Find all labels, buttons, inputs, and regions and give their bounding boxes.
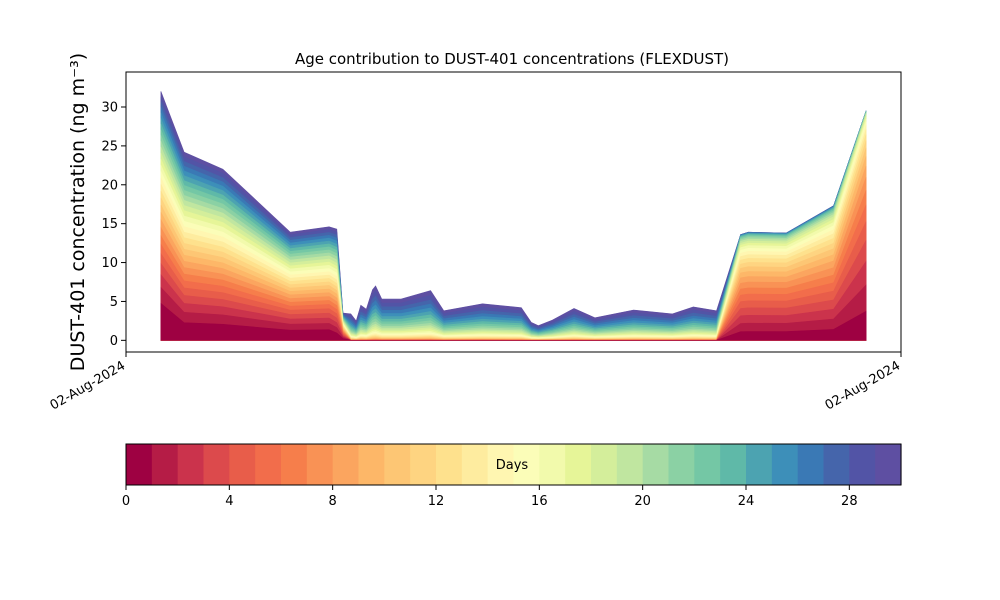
colorbar-cell	[384, 444, 411, 485]
colorbar-tick-label: 16	[531, 494, 548, 509]
plot-frame	[125, 71, 902, 353]
colorbar-cell	[591, 444, 618, 485]
area-layers	[160, 91, 867, 341]
colorbar-cell	[436, 444, 463, 485]
colorbar-cell	[461, 444, 489, 485]
colorbar-cell	[513, 444, 540, 485]
colorbar-cell	[255, 444, 282, 485]
colorbar-tick-label: 12	[428, 494, 445, 509]
chart-title: Age contribution to DUST-401 concentrati…	[295, 50, 729, 68]
colorbar-cell	[746, 444, 773, 485]
colorbar: Days 0 4 8 12 16 20 24 28	[122, 443, 902, 509]
colorbar-cell	[797, 444, 825, 485]
colorbar-cell	[875, 444, 902, 485]
colorbar-frame	[125, 443, 902, 486]
colorbar-cell	[306, 444, 334, 485]
colorbar-cell	[151, 444, 179, 485]
colorbar-cell	[126, 444, 153, 485]
colorbar-cell	[177, 444, 205, 485]
colorbar-tick-label: 20	[634, 494, 651, 509]
colorbar-cell	[229, 444, 256, 485]
y-tick-label: 15	[101, 217, 118, 232]
colorbar-cell	[203, 444, 230, 485]
colorbar-tick-label: 0	[122, 494, 130, 509]
colorbar-label: Days	[496, 458, 529, 473]
colorbar-tick-label: 24	[738, 494, 755, 509]
colorbar-cell	[616, 444, 644, 485]
colorbar-cell	[668, 444, 695, 485]
age-layer-day-0	[160, 302, 867, 341]
colorbar-cell	[410, 444, 437, 485]
colorbar-tick-label: 28	[841, 494, 858, 509]
y-tick-label: 10	[101, 256, 118, 271]
colorbar-cell	[771, 444, 799, 485]
colorbar-cell	[642, 444, 670, 485]
colorbar-cell	[487, 444, 515, 485]
age-layer-day-11	[160, 140, 867, 341]
colorbar-cell	[720, 444, 747, 485]
y-axis-label: DUST-401 concentration (ng m⁻³)	[67, 53, 89, 371]
y-tick-label: 5	[110, 295, 118, 310]
y-tick-label: 20	[101, 178, 118, 193]
colorbar-cell	[565, 444, 592, 485]
y-tick-label: 25	[101, 139, 118, 154]
colorbar-cell	[694, 444, 721, 485]
colorbar-cell	[539, 444, 566, 485]
y-axis-ticks: 0 5 10 15 20 25 30	[101, 101, 126, 349]
colorbar-cell	[281, 444, 308, 485]
colorbar-cell	[358, 444, 385, 485]
y-tick-label: 30	[101, 101, 118, 116]
colorbar-ticks: 0 4 8 12 16 20 24 28	[122, 485, 858, 509]
colorbar-cells	[126, 444, 902, 485]
y-tick-label: 0	[110, 334, 118, 349]
colorbar-cell	[849, 444, 876, 485]
colorbar-cell	[823, 444, 850, 485]
colorbar-cell	[332, 444, 360, 485]
colorbar-tick-label: 8	[329, 494, 337, 509]
colorbar-tick-label: 4	[225, 494, 233, 509]
